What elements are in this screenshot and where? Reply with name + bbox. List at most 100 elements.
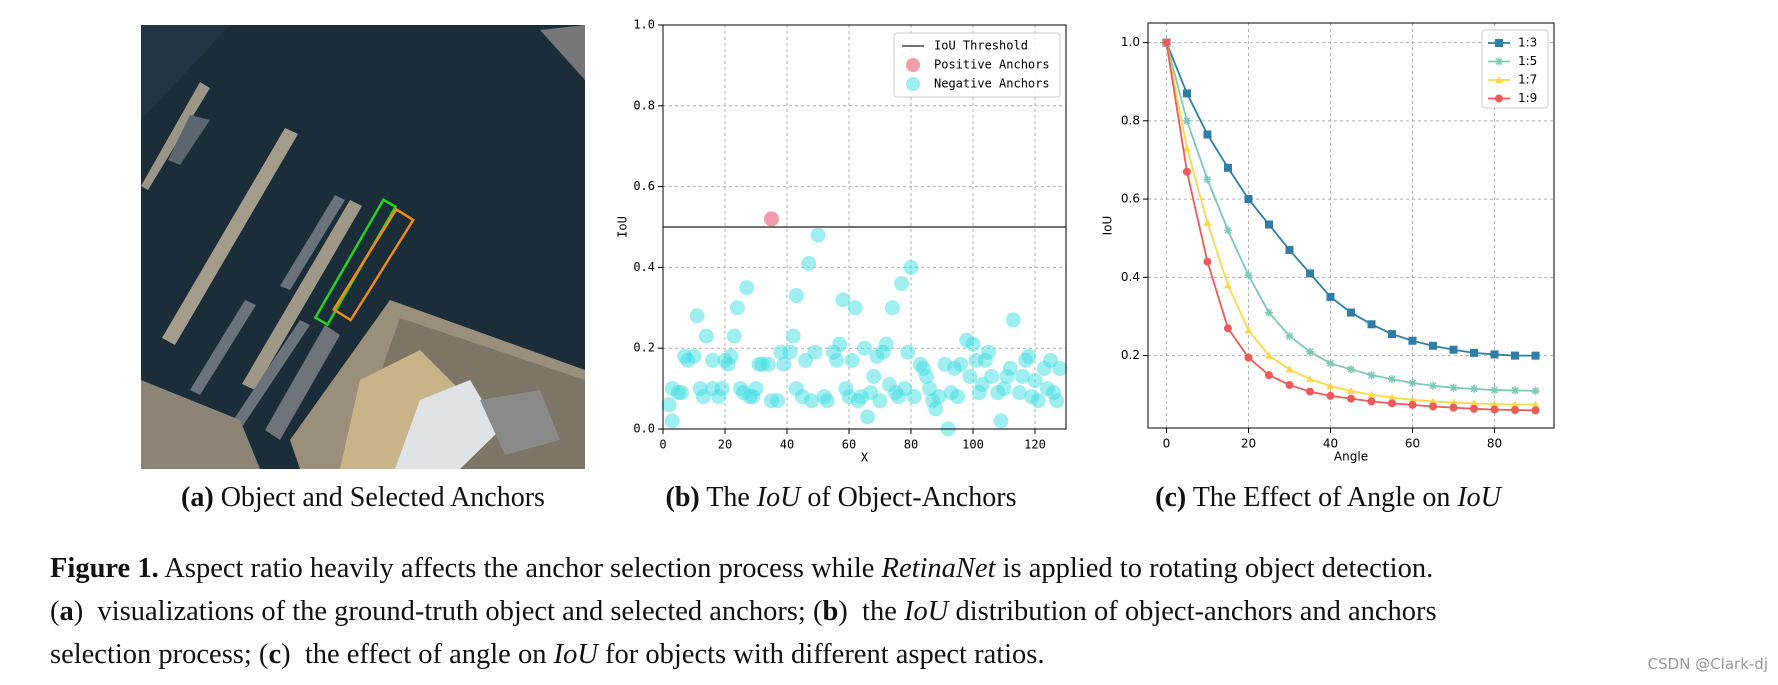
caption-segment: Object and Selected Anchors bbox=[213, 482, 545, 513]
marker bbox=[1495, 39, 1503, 47]
x-tick-label: 60 bbox=[1405, 437, 1420, 451]
scatter-point bbox=[962, 368, 978, 384]
scatter-point bbox=[1015, 368, 1031, 384]
scatter-point bbox=[1027, 373, 1043, 389]
marker bbox=[1347, 365, 1355, 374]
marker bbox=[1285, 332, 1294, 341]
marker bbox=[1388, 375, 1397, 384]
y-tick-label: 0.6 bbox=[633, 179, 655, 193]
caption-segment: Figure 1. bbox=[50, 553, 159, 584]
caption-segment: (a) bbox=[181, 482, 214, 513]
marker bbox=[1408, 395, 1417, 404]
scatter-point bbox=[705, 352, 721, 368]
caption-line: Figure 1. Aspect ratio heavily affects t… bbox=[50, 553, 1433, 585]
marker bbox=[1511, 386, 1520, 395]
scatter-point bbox=[981, 344, 996, 360]
scatter-point bbox=[770, 393, 786, 409]
marker bbox=[1531, 406, 1540, 415]
scatter-point bbox=[782, 344, 798, 360]
marker bbox=[1203, 130, 1212, 139]
scatter-point bbox=[1005, 312, 1021, 328]
scatter-point bbox=[984, 368, 1000, 384]
x-tick-label: 80 bbox=[1487, 437, 1502, 451]
caption-segment: ( bbox=[50, 596, 60, 627]
marker bbox=[1367, 397, 1376, 406]
scatter-point bbox=[674, 385, 690, 401]
scatter-point bbox=[884, 300, 900, 316]
marker bbox=[1367, 390, 1376, 398]
scatter-point bbox=[689, 308, 705, 324]
marker bbox=[1326, 391, 1335, 400]
marker bbox=[1264, 308, 1273, 317]
scatter-point bbox=[931, 389, 947, 405]
marker bbox=[1531, 386, 1540, 395]
x-tick-label: 80 bbox=[904, 438, 918, 452]
marker bbox=[1244, 326, 1253, 334]
marker bbox=[1182, 167, 1191, 176]
marker bbox=[1182, 144, 1191, 152]
marker bbox=[1305, 375, 1314, 383]
legend-label: Negative Anchors bbox=[934, 77, 1050, 91]
scatter-point bbox=[928, 401, 944, 417]
caption-segment: IoU bbox=[1457, 482, 1501, 513]
caption-segment: ) the effect of angle on bbox=[281, 639, 554, 670]
caption-segment: (b) bbox=[665, 482, 700, 513]
y-tick-label: 1.0 bbox=[633, 18, 655, 32]
y-tick-label: 1.0 bbox=[1121, 35, 1140, 49]
caption-segment: ) visualizations of the ground-truth obj… bbox=[73, 596, 823, 627]
scatter-point bbox=[776, 356, 792, 372]
caption-segment: of Object-Anchors bbox=[800, 482, 1017, 513]
watermark: CSDN @Clark-dj bbox=[1647, 655, 1768, 673]
legend: 1:3 1:5 1:7 1:9 bbox=[1481, 29, 1549, 109]
marker bbox=[1347, 386, 1355, 395]
marker bbox=[1285, 365, 1294, 373]
scatter-point bbox=[804, 393, 820, 409]
scatter-point bbox=[785, 328, 801, 344]
scatter-point bbox=[919, 368, 934, 384]
scatter-point bbox=[878, 336, 894, 352]
scatter-point bbox=[739, 280, 755, 296]
scatter-point bbox=[801, 255, 817, 271]
x-tick-label: 0 bbox=[1163, 437, 1171, 451]
legend-box bbox=[1481, 29, 1549, 109]
scatter-point bbox=[686, 348, 702, 364]
subcaption: (a) Object and Selected Anchors bbox=[181, 482, 545, 514]
legend-label: Positive Anchors bbox=[934, 58, 1050, 72]
marker bbox=[1347, 308, 1355, 317]
scatter-point bbox=[1021, 348, 1037, 364]
marker bbox=[1326, 359, 1335, 368]
x-axis-label: X bbox=[861, 451, 869, 465]
marker bbox=[1531, 400, 1540, 408]
marker bbox=[1244, 353, 1253, 362]
marker bbox=[1490, 400, 1499, 408]
legend-marker bbox=[906, 58, 920, 72]
legend-marker bbox=[906, 77, 920, 91]
scatter-point bbox=[906, 389, 922, 405]
y-tick-label: 0.8 bbox=[1121, 113, 1140, 127]
marker bbox=[1470, 404, 1479, 413]
y-tick-label: 0.4 bbox=[633, 260, 655, 274]
scatter-point bbox=[748, 381, 764, 397]
marker bbox=[1305, 269, 1314, 278]
marker bbox=[1264, 351, 1273, 359]
marker bbox=[1495, 94, 1503, 103]
marker bbox=[1490, 386, 1499, 395]
caption-segment: selection process; ( bbox=[50, 639, 269, 670]
legend-label: 1:7 bbox=[1518, 73, 1537, 87]
marker bbox=[1470, 348, 1479, 357]
scatter-point bbox=[714, 381, 730, 397]
scatter-point bbox=[832, 336, 848, 352]
scatter-point bbox=[953, 356, 969, 372]
y-tick-label: 0.4 bbox=[1121, 270, 1140, 284]
scatter-point bbox=[723, 348, 739, 364]
marker bbox=[1449, 383, 1458, 392]
scatter-point bbox=[866, 368, 882, 384]
x-tick-label: 20 bbox=[718, 438, 732, 452]
marker bbox=[1429, 402, 1438, 411]
marker bbox=[1408, 400, 1417, 409]
scatter-point bbox=[810, 227, 826, 243]
y-tick-label: 0.6 bbox=[1121, 192, 1140, 206]
scatter-point bbox=[819, 393, 835, 409]
